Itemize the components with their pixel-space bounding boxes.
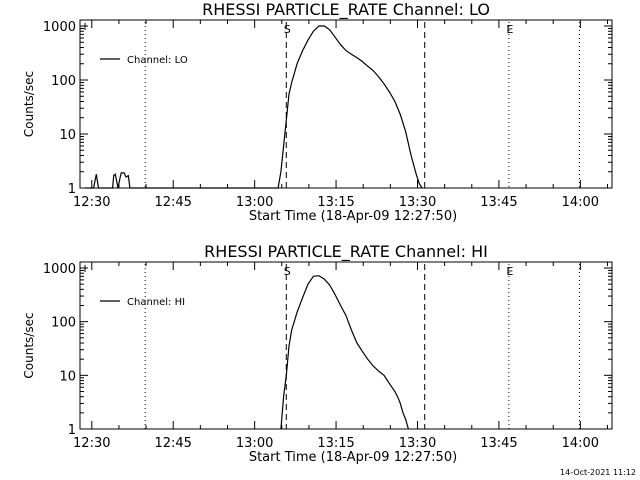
y-tick-label-lo: 100 bbox=[51, 74, 76, 89]
x-tick-label-hi: 12:30 bbox=[73, 436, 110, 451]
series-line-lo bbox=[85, 25, 423, 189]
timestamp: 14-Oct-2021 11:12 bbox=[560, 468, 636, 477]
x-tick-label-lo: 12:45 bbox=[154, 195, 191, 210]
x-tick-label-hi: 12:45 bbox=[154, 436, 191, 451]
x-tick-label-lo: 14:00 bbox=[562, 195, 599, 210]
chart-title-lo: RHESSI PARTICLE_RATE Channel: LO bbox=[202, 0, 490, 20]
x-tick-label-hi: 13:30 bbox=[399, 436, 436, 451]
x-tick-label-lo: 13:00 bbox=[236, 195, 273, 210]
y-axis-label-lo: Counts/sec bbox=[22, 71, 36, 137]
marker-label-hi: S bbox=[284, 265, 291, 278]
legend-label-lo: Channel: LO bbox=[127, 55, 188, 66]
marker-label-hi: E bbox=[506, 265, 513, 278]
y-tick-label-hi: 1 bbox=[68, 423, 76, 438]
marker-label-lo: S bbox=[284, 23, 291, 36]
x-tick-label-lo: 12:30 bbox=[73, 195, 110, 210]
y-tick-label-lo: 1000 bbox=[43, 20, 76, 35]
x-axis-label-lo: Start Time (18-Apr-09 12:27:50) bbox=[249, 209, 457, 224]
x-tick-label-hi: 13:15 bbox=[317, 436, 354, 451]
x-tick-label-hi: 13:00 bbox=[236, 436, 273, 451]
series-line-hi bbox=[280, 275, 409, 430]
marker-label-lo: E bbox=[506, 23, 513, 36]
plot-frame-hi bbox=[79, 261, 613, 430]
x-tick-label-lo: 13:45 bbox=[480, 195, 517, 210]
x-tick-label-lo: 13:15 bbox=[317, 195, 354, 210]
y-tick-label-hi: 10 bbox=[59, 369, 76, 384]
y-tick-label-hi: 1000 bbox=[43, 262, 76, 277]
x-tick-label-lo: 13:30 bbox=[399, 195, 436, 210]
y-tick-label-hi: 100 bbox=[51, 316, 76, 331]
y-tick-label-lo: 1 bbox=[68, 182, 76, 197]
x-tick-label-hi: 13:45 bbox=[480, 436, 517, 451]
chart-title-hi: RHESSI PARTICLE_RATE Channel: HI bbox=[204, 242, 488, 262]
y-tick-label-lo: 10 bbox=[59, 128, 76, 143]
y-axis-label-hi: Counts/sec bbox=[22, 312, 36, 378]
legend-label-hi: Channel: HI bbox=[127, 297, 185, 308]
x-axis-label-hi: Start Time (18-Apr-09 12:27:50) bbox=[249, 450, 457, 465]
x-tick-label-hi: 14:00 bbox=[562, 436, 599, 451]
plot-frame-lo bbox=[79, 19, 613, 189]
